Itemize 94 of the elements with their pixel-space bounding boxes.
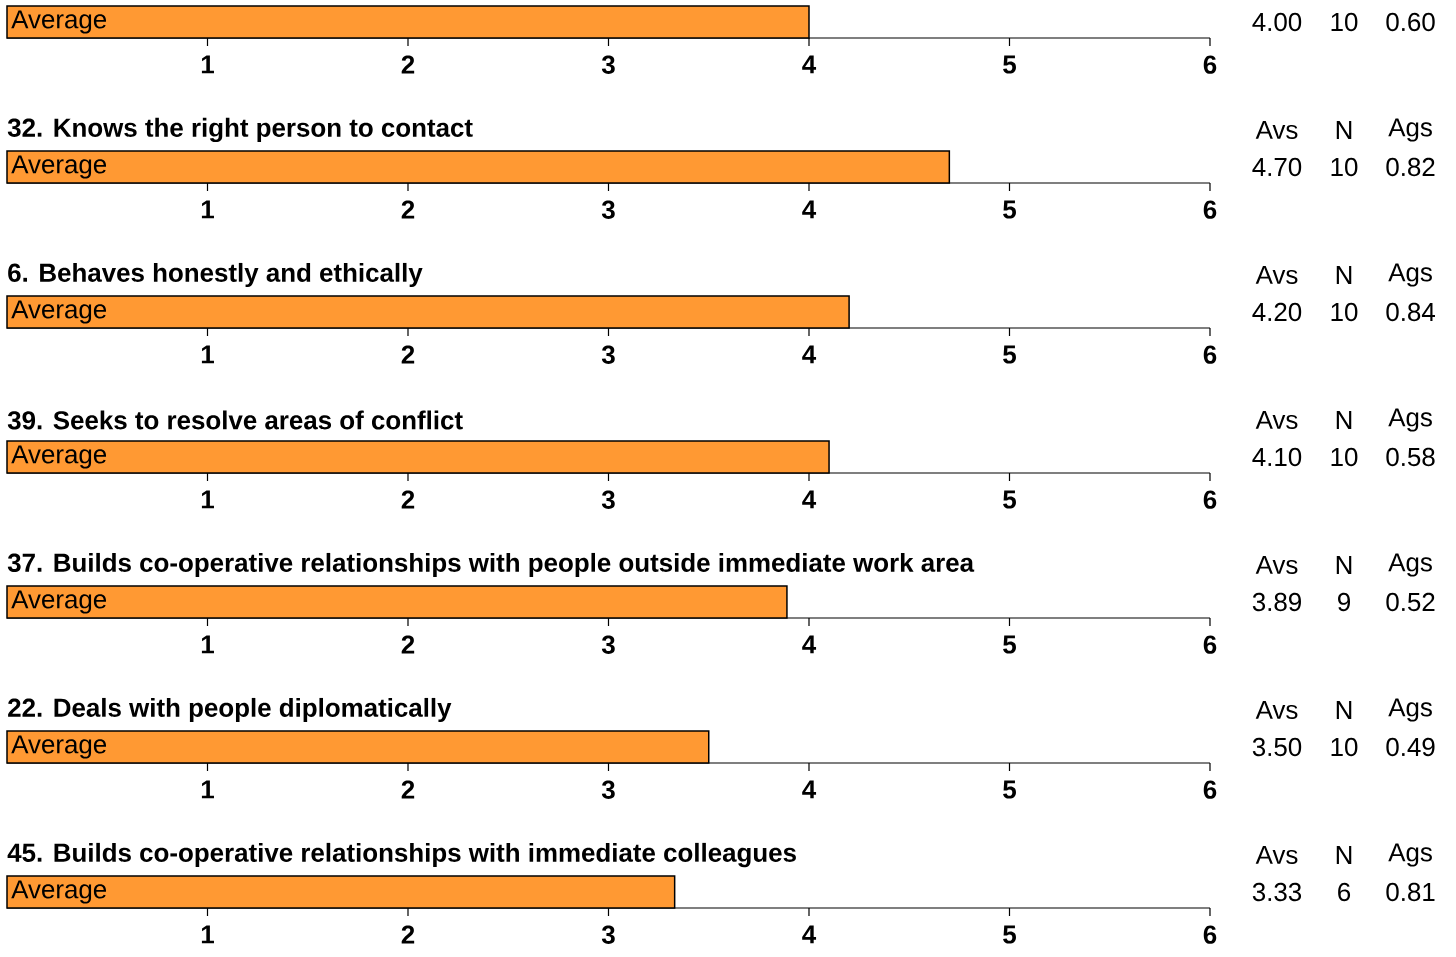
x-tick-label: 2 <box>401 55 415 74</box>
text: Ags <box>1388 118 1432 142</box>
x-tick-label: 4 <box>802 55 817 74</box>
x-tick-label: 6 <box>1203 635 1217 654</box>
x-tick-label: 2 <box>401 635 415 654</box>
text: 4.10 <box>1252 447 1302 467</box>
x-tick-label: 5 <box>1003 925 1016 944</box>
x-tick-label: 6 <box>1203 490 1217 509</box>
x-tick-label: 5 <box>1003 55 1016 74</box>
x-tick-label: 4 <box>802 780 817 799</box>
y-tick-label: Average <box>11 155 107 179</box>
text: Avs <box>1255 120 1298 140</box>
text: 10 <box>1331 302 1358 322</box>
x-tick-label: 6 <box>1203 200 1217 219</box>
text: 39. Seeks to resolve areas of conflict <box>7 410 463 430</box>
text: 0.81 <box>1386 882 1435 902</box>
text: 10 <box>1331 737 1358 757</box>
text: 0.58 <box>1386 447 1435 467</box>
text: 0.82 <box>1386 157 1435 177</box>
text: 0.49 <box>1386 737 1435 757</box>
x-tick-label: 1 <box>201 780 214 799</box>
text: N <box>1336 701 1352 719</box>
text: Ags <box>1388 408 1432 432</box>
text: Ags <box>1388 698 1432 722</box>
text: 0.84 <box>1386 302 1435 322</box>
text: Avs <box>1255 700 1298 720</box>
text: Ags <box>1388 553 1432 577</box>
x-tick-label: 4 <box>802 490 817 509</box>
y-tick-label: Average <box>11 880 107 904</box>
text: N <box>1336 846 1352 864</box>
text: 10 <box>1331 157 1358 177</box>
text: Avs <box>1255 410 1298 430</box>
x-tick-label: 3 <box>601 780 615 799</box>
x-tick-label: 2 <box>401 925 415 944</box>
x-tick-label: 6 <box>1203 780 1217 799</box>
x-tick-label: 3 <box>601 635 615 654</box>
x-tick-label: 5 <box>1003 780 1016 799</box>
y-tick-label: Average <box>11 445 107 469</box>
text: N <box>1336 411 1352 429</box>
x-tick-label: 1 <box>201 200 214 219</box>
x-tick-label: 5 <box>1003 200 1016 219</box>
text: 10 <box>1331 12 1358 32</box>
x-tick-label: 6 <box>1203 55 1217 74</box>
text: N <box>1336 556 1352 574</box>
y-tick-label: Average <box>11 300 107 324</box>
x-tick-label: 4 <box>802 635 817 654</box>
x-tick-label: 4 <box>802 925 817 944</box>
text: 0.60 <box>1386 12 1435 32</box>
x-tick-label: 3 <box>601 490 615 509</box>
text: Ags <box>1388 843 1432 867</box>
x-tick-label: 2 <box>401 345 415 364</box>
x-tick-label: 5 <box>1003 490 1016 509</box>
x-tick-label: 4 <box>802 200 817 219</box>
x-tick-label: 3 <box>601 345 615 364</box>
text: 6. Behaves honestly and ethically <box>8 262 423 288</box>
text: N <box>1336 266 1352 284</box>
y-tick-label: Average <box>11 590 107 614</box>
text: 9 <box>1338 592 1350 612</box>
y-tick-label: Average <box>11 10 107 34</box>
text: 10 <box>1331 447 1358 467</box>
x-tick-label: 5 <box>1003 345 1016 364</box>
x-tick-label: 1 <box>201 925 214 944</box>
x-tick-label: 2 <box>401 490 415 509</box>
text: Avs <box>1255 555 1298 575</box>
x-tick-label: 3 <box>601 200 615 219</box>
text: 3.89 <box>1252 592 1301 612</box>
y-tick-label: Average <box>11 735 107 759</box>
text: 3.33 <box>1252 882 1302 902</box>
text: 3.50 <box>1252 737 1302 757</box>
text: 4.00 <box>1252 12 1302 32</box>
text: 22. Deals with people diplomatically <box>8 697 452 723</box>
x-tick-label: 4 <box>802 345 817 364</box>
text: 45. Builds co-operative relationships with immediate colleagues <box>7 842 796 868</box>
text: 32. Knows the right person to contact <box>7 117 473 143</box>
text: Avs <box>1255 265 1298 285</box>
text: N <box>1336 121 1352 139</box>
x-tick-label: 6 <box>1203 925 1217 944</box>
x-tick-label: 5 <box>1003 635 1016 654</box>
text: Ags <box>1388 263 1432 287</box>
x-tick-label: 6 <box>1203 345 1217 364</box>
text: 37. Builds co-operative relationships with people outside immediate work area <box>7 552 975 578</box>
x-tick-label: 3 <box>601 55 615 74</box>
text: 4.70 <box>1252 157 1302 177</box>
x-tick-label: 1 <box>201 635 214 654</box>
x-tick-label: 3 <box>601 925 615 944</box>
x-tick-label: 1 <box>201 345 214 364</box>
text: 6 <box>1338 882 1351 902</box>
x-tick-label: 1 <box>201 55 214 74</box>
x-tick-label: 2 <box>401 780 415 799</box>
text: 4.20 <box>1252 302 1302 322</box>
x-tick-label: 1 <box>201 490 214 509</box>
text: Avs <box>1255 845 1298 865</box>
x-tick-label: 2 <box>401 200 415 219</box>
text: 0.52 <box>1386 592 1435 612</box>
